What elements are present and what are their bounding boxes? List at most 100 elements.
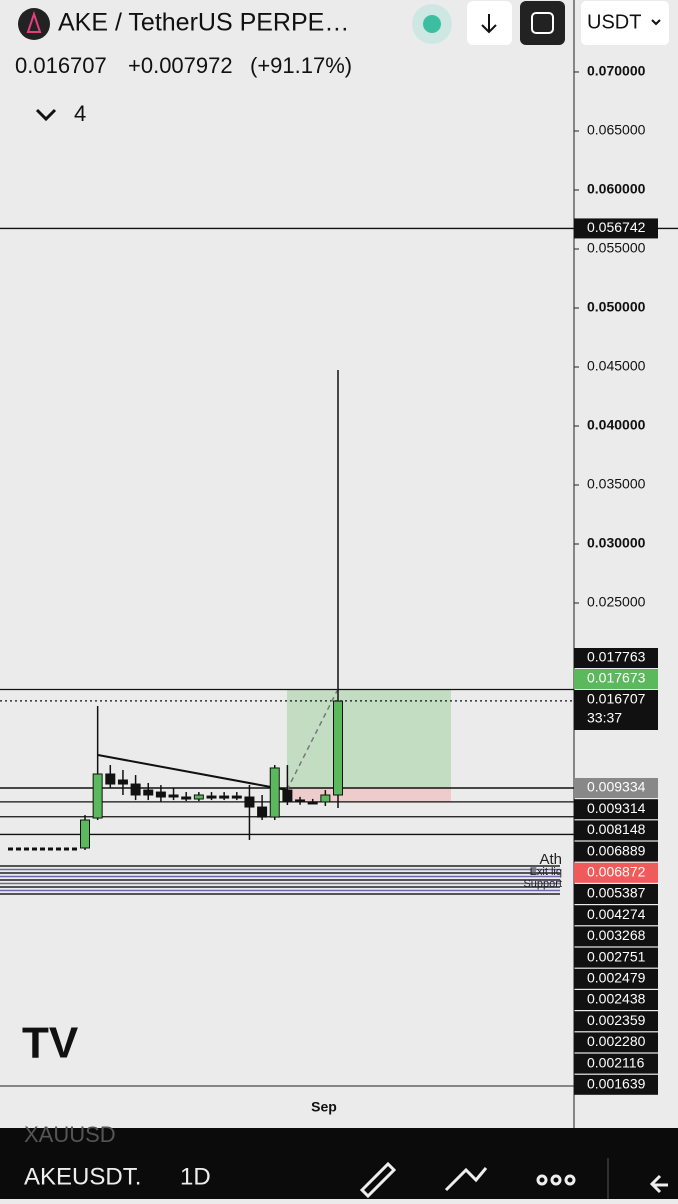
annotation: Exit liq — [530, 866, 562, 878]
candle-body — [117, 779, 128, 785]
price-label-bg — [574, 218, 658, 239]
price-label: 0.002116 — [587, 1054, 645, 1070]
candle-body — [143, 789, 154, 796]
price-label: 0.002359 — [587, 1012, 646, 1028]
price-label-bg — [574, 669, 658, 689]
ghost-symbol: XAUUSD — [24, 1122, 116, 1147]
candle-body — [80, 819, 90, 849]
y-tick-label: 0.070000 — [587, 63, 646, 79]
candle-body — [193, 794, 204, 800]
tv-logo: TV — [22, 1019, 79, 1068]
candle-body — [181, 796, 192, 800]
price-label-bg — [574, 1032, 658, 1053]
currency-label: USDT — [587, 11, 641, 33]
price-label: 0.002280 — [587, 1033, 646, 1049]
price-label-bg — [574, 799, 658, 820]
y-tick-label: 0.030000 — [587, 535, 646, 551]
price-label: 0.002438 — [587, 991, 646, 1007]
price-label: 0.009334 — [587, 779, 646, 795]
y-tick-label: 0.035000 — [587, 476, 646, 492]
price-label-bg — [574, 1053, 658, 1074]
candle-body — [130, 783, 141, 796]
chevron — [651, 19, 661, 26]
trend-line — [286, 688, 339, 791]
price-label-bg — [574, 778, 658, 798]
price-label-bg — [574, 862, 658, 883]
y-tick-label: 0.060000 — [587, 181, 646, 197]
candle-body — [244, 796, 255, 808]
x-tick-label: Sep — [311, 1099, 337, 1115]
price-label: 0.009314 — [587, 800, 646, 816]
price-label-bg — [574, 820, 658, 841]
candle-body — [257, 806, 268, 818]
draw-icon[interactable] — [359, 1161, 397, 1199]
y-tick-label: 0.025000 — [587, 594, 646, 610]
candle-body — [269, 767, 280, 818]
fullscreen-icon — [531, 12, 554, 34]
candle-body — [206, 795, 217, 799]
candle-body — [105, 773, 116, 785]
candle-body — [282, 789, 293, 803]
y-tick-label: 0.065000 — [587, 122, 646, 138]
price-label: 0.056742 — [587, 219, 646, 235]
coin-logo — [26, 10, 42, 33]
download-icon — [481, 14, 497, 34]
y-tick-label: 0.045000 — [587, 358, 646, 374]
price-label: 0.002751 — [587, 948, 646, 964]
price-label-bg — [574, 990, 658, 1010]
annotation: Support — [523, 878, 562, 890]
price-label: 0.006872 — [587, 864, 646, 880]
price-label-bg — [574, 841, 658, 862]
candle-body — [307, 801, 318, 805]
y-tick-label: 0.055000 — [587, 240, 646, 256]
candle-body — [168, 794, 179, 798]
more-icon[interactable] — [536, 1174, 576, 1186]
candle-body — [231, 795, 242, 799]
candle-body — [333, 700, 343, 796]
price-label-bg — [574, 905, 658, 926]
price-label-bg — [574, 926, 658, 947]
trend-line — [97, 754, 288, 791]
candle-body — [320, 794, 331, 803]
symbol-button[interactable]: AKEUSDT. — [24, 1163, 141, 1190]
indicator-icon[interactable] — [444, 1167, 488, 1192]
price-label: 0.017673 — [587, 670, 646, 686]
annotation: Ath — [539, 851, 562, 868]
price-label: 0.001639 — [587, 1076, 646, 1092]
y-tick-label: 0.050000 — [587, 299, 646, 315]
price-label-bg — [574, 1074, 658, 1095]
candle-body — [155, 791, 166, 798]
currency-select[interactable] — [581, 1, 669, 45]
price-label: 0.017763 — [587, 649, 646, 665]
fullscreen-button[interactable] — [520, 1, 565, 45]
chart-area: 0.070000 0.065000 0.060000 0.055000 0.050000… — [0, 63, 678, 895]
coin-icon — [18, 8, 50, 40]
price-change-pct: (+91.17%) — [250, 53, 352, 78]
price-label: 0.016707 — [587, 691, 646, 707]
price-label: 0.005387 — [587, 885, 646, 901]
price-label-bg — [574, 648, 658, 668]
interval-button[interactable]: 1D — [180, 1163, 211, 1190]
price-label-bg — [574, 884, 658, 904]
price-label-bg — [574, 947, 658, 968]
indicator-count: 4 — [74, 101, 86, 126]
price-label: 0.004274 — [587, 906, 646, 922]
price-label: 0.002479 — [587, 970, 646, 986]
back-icon[interactable] — [649, 1174, 668, 1194]
status-dot — [423, 15, 441, 33]
target-zone — [287, 689, 451, 788]
price-label-bg — [574, 690, 658, 710]
stop-zone — [287, 787, 451, 802]
price-label: 0.006889 — [587, 842, 646, 858]
symbol-title: AKE / TetherUS PERPE… — [58, 9, 349, 37]
y-tick-label: 0.040000 — [587, 417, 646, 433]
countdown-bg — [574, 710, 658, 730]
collapse-icon[interactable] — [35, 108, 57, 122]
price-label-bg — [574, 1011, 658, 1032]
candle-body — [219, 795, 230, 799]
candle-body — [295, 799, 306, 803]
price-change: +0.007972 — [128, 53, 233, 78]
